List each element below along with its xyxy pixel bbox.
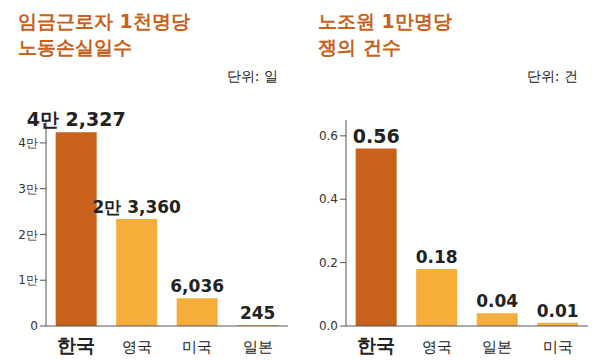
svg-text:4만: 4만 [18, 136, 38, 150]
svg-text:0.0: 0.0 [319, 319, 338, 333]
svg-text:0.18: 0.18 [416, 247, 458, 267]
svg-text:3만: 3만 [18, 182, 38, 196]
svg-text:미국: 미국 [182, 338, 212, 356]
svg-text:일본: 일본 [243, 338, 273, 356]
svg-text:0.6: 0.6 [319, 129, 338, 143]
html-text:노조원 1만명당: 노조원 1만명당 [318, 10, 452, 32]
svg-text:한국: 한국 [57, 334, 95, 356]
svg-text:0.4: 0.4 [319, 192, 338, 206]
html-text:노동손실일수: 노동손실일수 [18, 36, 132, 58]
html-text:임금근로자 1천명당: 임금근로자 1천명당 [18, 10, 190, 32]
svg-text:0.56: 0.56 [353, 125, 400, 147]
svg-text:0: 0 [30, 319, 38, 333]
svg-text:4만 2,327: 4만 2,327 [27, 108, 126, 130]
svg-text:영국: 영국 [422, 338, 452, 356]
svg-text:6,036: 6,036 [170, 276, 224, 296]
html-text:단위: 일: 단위: 일 [226, 68, 278, 84]
html-text:쟁의 건수: 쟁의 건수 [318, 36, 401, 58]
svg-text:0.2: 0.2 [319, 256, 338, 270]
svg-text:2만: 2만 [18, 228, 38, 242]
svg-text:한국: 한국 [357, 334, 395, 356]
svg-text:2만 3,360: 2만 3,360 [92, 197, 181, 217]
svg-text:영국: 영국 [122, 338, 152, 356]
svg-text:일본: 일본 [482, 338, 512, 356]
html-text:단위: 건: 단위: 건 [526, 68, 578, 84]
svg-text:245: 245 [240, 303, 276, 323]
svg-text:1만: 1만 [18, 273, 38, 287]
svg-text:미국: 미국 [543, 338, 573, 356]
svg-text:0.04: 0.04 [476, 291, 518, 311]
svg-text:0.01: 0.01 [537, 301, 579, 321]
